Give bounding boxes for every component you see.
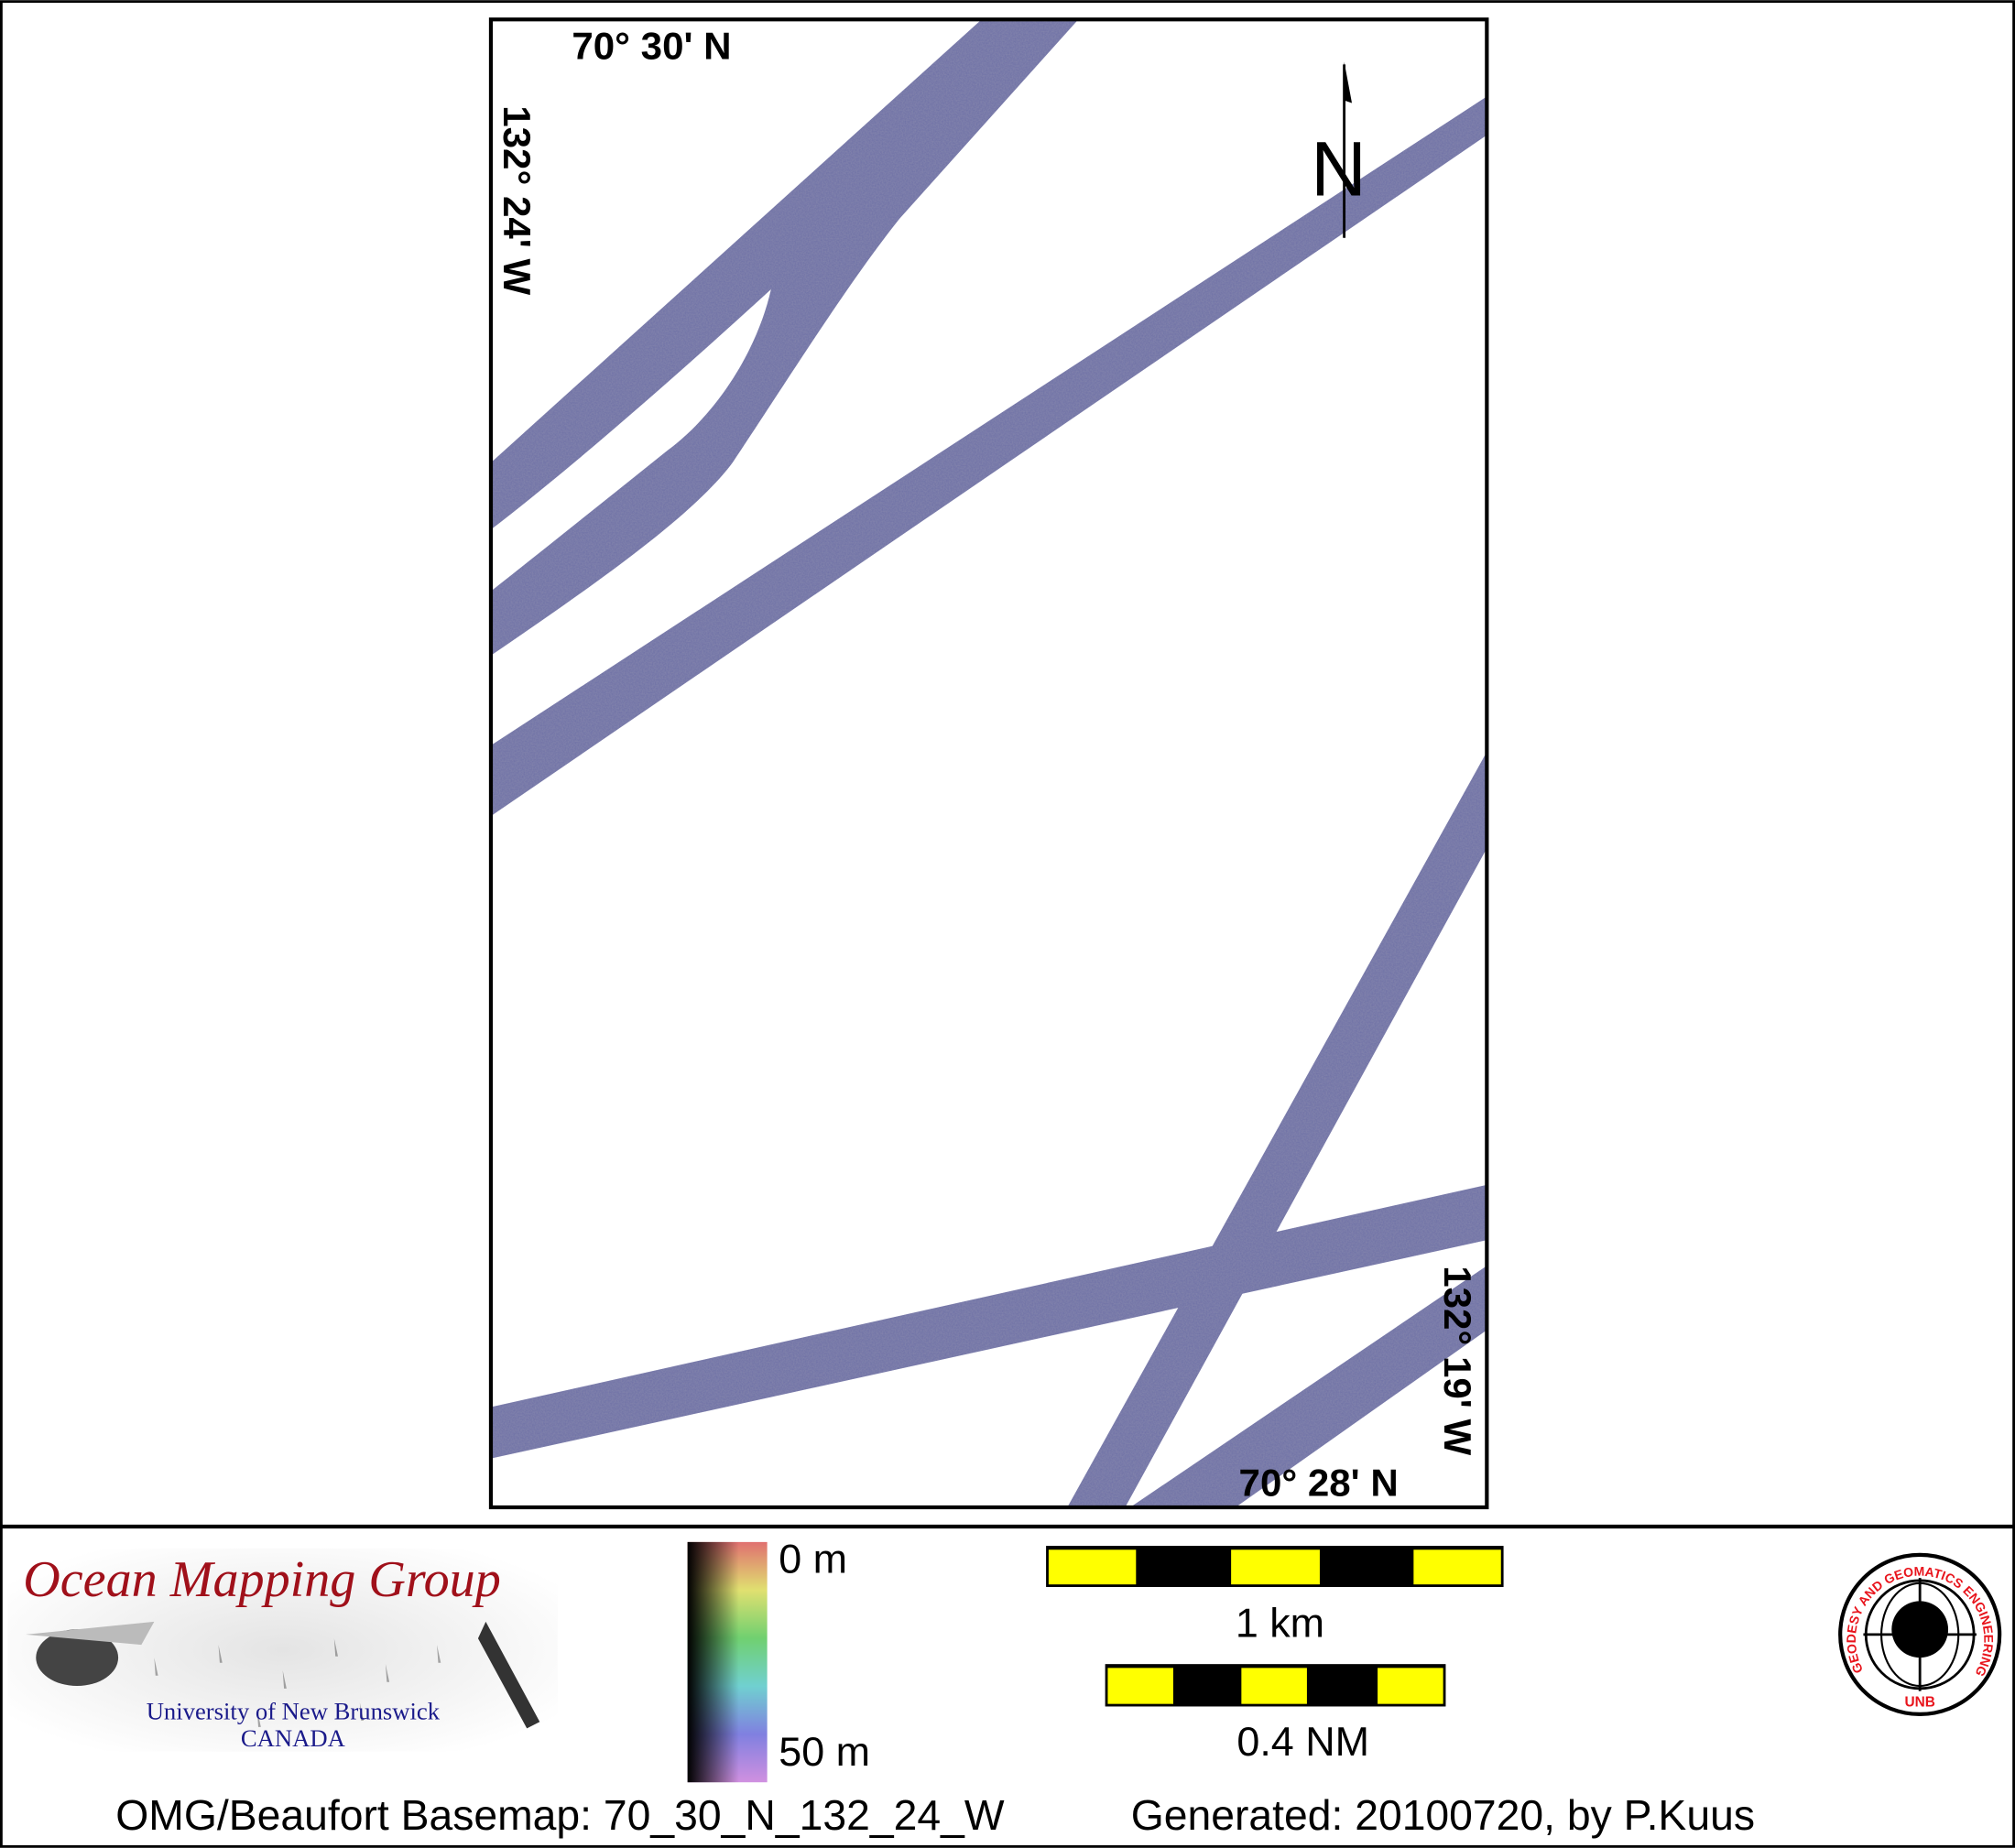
- lon-left-label: 132° 24' W: [496, 105, 539, 295]
- svg-text:0.4 NM: 0.4 NM: [1236, 1718, 1369, 1765]
- generated-info: Generated: 20100720, by P.Kuus: [1131, 1791, 1755, 1839]
- scalebar-nm: 0.4 NM: [1105, 1664, 1446, 1765]
- svg-text:UNB: UNB: [1904, 1694, 1934, 1710]
- north-arrow-icon: N: [1311, 61, 1367, 238]
- lat-top-label: 70° 30' N: [572, 25, 731, 68]
- swath-lower-right: [1129, 1266, 1487, 1507]
- colorbar-top-label: 0 m: [779, 1536, 847, 1582]
- scalebar-km: 1 km: [1046, 1546, 1504, 1647]
- basemap-id: OMG/Beaufort Basemap: 70_30_N_132_24_W: [115, 1791, 1005, 1839]
- unb-geodesy-seal: GEODESY AND GEOMATICS ENGINEERING UNB: [1838, 1552, 2002, 1716]
- swath-middle: [490, 96, 1487, 817]
- svg-text:Ocean Mapping Group: Ocean Mapping Group: [23, 1551, 501, 1608]
- map-panel[interactable]: 70° 30' N 70° 28' N 132° 24' W 132° 19' …: [488, 17, 1489, 1510]
- swath-crossing: [490, 1184, 1487, 1459]
- map-border: [488, 17, 1489, 1510]
- depth-colorbar: 0 m 50 m: [687, 1536, 870, 1783]
- svg-text:University of New Brunswick: University of New Brunswick: [147, 1697, 441, 1724]
- svg-text:N: N: [1311, 125, 1367, 212]
- colorbar-bottom-label: 50 m: [779, 1728, 870, 1775]
- svg-text:CANADA: CANADA: [241, 1724, 346, 1752]
- svg-text:1 km: 1 km: [1236, 1600, 1324, 1647]
- lon-right-label: 132° 19' W: [1436, 1266, 1479, 1455]
- omg-logo: Ocean Mapping Group University of New Br…: [7, 1548, 558, 1752]
- swath-fork: [490, 19, 1079, 656]
- lat-bottom-label: 70° 28' N: [1239, 1461, 1399, 1504]
